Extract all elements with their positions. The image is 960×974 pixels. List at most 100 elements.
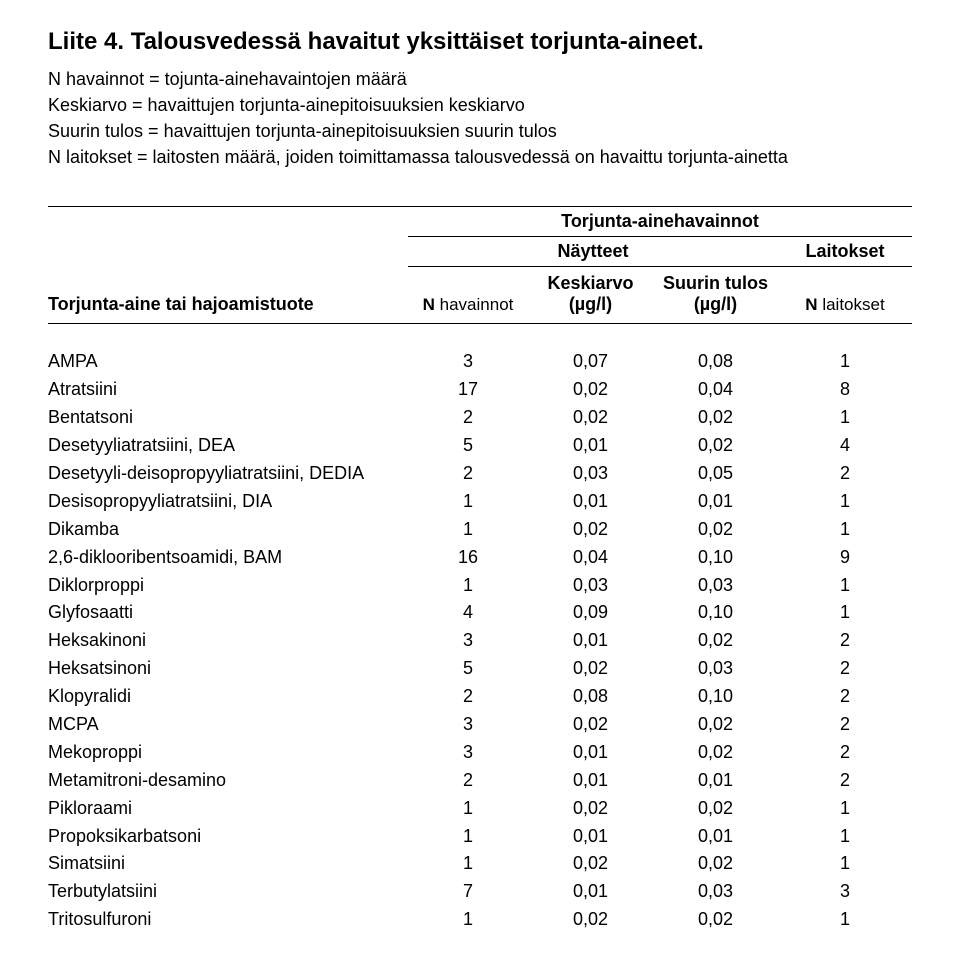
cell-n-facilities: 8 — [778, 376, 912, 404]
header-samples-group: Näytteet N havainnot Keskiarvo (µg/l) Su… — [408, 237, 778, 323]
cell-average: 0,07 — [528, 348, 653, 376]
header-col-average: Keskiarvo (µg/l) — [528, 267, 653, 323]
page-title: Liite 4. Talousvedessä havaitut yksittäi… — [48, 28, 912, 56]
cell-max: 0,05 — [653, 460, 778, 488]
cell-max: 0,03 — [653, 878, 778, 906]
cell-n-facilities: 2 — [778, 711, 912, 739]
cell-max: 0,02 — [653, 906, 778, 934]
cell-average: 0,04 — [528, 544, 653, 572]
cell-max: 0,02 — [653, 404, 778, 432]
cell-n-observations: 5 — [408, 655, 528, 683]
cell-n-observations: 3 — [408, 627, 528, 655]
cell-n-facilities: 2 — [778, 739, 912, 767]
cell-n-facilities: 2 — [778, 767, 912, 795]
header-product-col: Torjunta-aine tai hajoamistuote — [48, 288, 408, 323]
cell-name: Glyfosaatti — [48, 599, 408, 627]
header-facilities-label: Laitokset — [778, 237, 912, 267]
definition-line: N laitokset = laitosten määrä, joiden to… — [48, 144, 912, 170]
cell-name: Simatsiini — [48, 850, 408, 878]
table-row: 2,6-diklooribentsoamidi, BAM160,040,109 — [48, 544, 912, 572]
table-row: Glyfosaatti40,090,101 — [48, 599, 912, 627]
cell-name: Bentatsoni — [48, 404, 408, 432]
header-nfac-prefix: N — [805, 295, 817, 314]
cell-max: 0,02 — [653, 850, 778, 878]
table-row: Klopyralidi20,080,102 — [48, 683, 912, 711]
table-row: Tritosulfuroni10,020,021 — [48, 906, 912, 934]
cell-name: Dikamba — [48, 516, 408, 544]
header-avg-unit: (µg/l) — [532, 294, 649, 315]
cell-max: 0,02 — [653, 795, 778, 823]
table-row: Desetyyli-deisopropyyliatratsiini, DEDIA… — [48, 460, 912, 488]
cell-average: 0,01 — [528, 878, 653, 906]
cell-average: 0,02 — [528, 376, 653, 404]
cell-average: 0,09 — [528, 599, 653, 627]
cell-name: Metamitroni-desamino — [48, 767, 408, 795]
header-n-suffix: havainnot — [440, 295, 514, 314]
cell-name: AMPA — [48, 348, 408, 376]
header-max-unit: (µg/l) — [657, 294, 774, 315]
table-row: Diklorproppi10,030,031 — [48, 572, 912, 600]
table-body: AMPA30,070,081Atratsiini170,020,048Benta… — [48, 348, 912, 934]
header-col-n-facilities: N laitokset — [778, 267, 912, 323]
cell-average: 0,02 — [528, 516, 653, 544]
definitions-block: N havainnot = tojunta-ainehavaintojen mä… — [48, 66, 912, 170]
table-row: Dikamba10,020,021 — [48, 516, 912, 544]
cell-n-observations: 1 — [408, 488, 528, 516]
definition-line: Suurin tulos = havaittujen torjunta-aine… — [48, 118, 912, 144]
cell-name: Tritosulfuroni — [48, 906, 408, 934]
cell-average: 0,03 — [528, 572, 653, 600]
header-col-max: Suurin tulos (µg/l) — [653, 267, 778, 323]
header-col-n-observations: N havainnot — [408, 267, 528, 323]
cell-name: Terbutylatsiini — [48, 878, 408, 906]
cell-max: 0,10 — [653, 544, 778, 572]
cell-n-observations: 1 — [408, 850, 528, 878]
cell-max: 0,02 — [653, 627, 778, 655]
cell-max: 0,04 — [653, 376, 778, 404]
header-nfac-suffix: laitokset — [822, 295, 884, 314]
cell-n-observations: 3 — [408, 711, 528, 739]
cell-n-facilities: 1 — [778, 795, 912, 823]
cell-name: Heksatsinoni — [48, 655, 408, 683]
cell-average: 0,01 — [528, 767, 653, 795]
cell-n-observations: 2 — [408, 683, 528, 711]
cell-n-observations: 1 — [408, 906, 528, 934]
table-row: Heksakinoni30,010,022 — [48, 627, 912, 655]
cell-n-observations: 16 — [408, 544, 528, 572]
cell-n-observations: 2 — [408, 767, 528, 795]
cell-name: Heksakinoni — [48, 627, 408, 655]
cell-n-facilities: 2 — [778, 460, 912, 488]
cell-n-observations: 3 — [408, 348, 528, 376]
table-row: Desisopropyyliatratsiini, DIA10,010,011 — [48, 488, 912, 516]
cell-max: 0,01 — [653, 767, 778, 795]
table-row: Atratsiini170,020,048 — [48, 376, 912, 404]
cell-average: 0,02 — [528, 655, 653, 683]
cell-n-observations: 4 — [408, 599, 528, 627]
cell-n-observations: 1 — [408, 795, 528, 823]
cell-name: Desetyyli-deisopropyyliatratsiini, DEDIA — [48, 460, 408, 488]
cell-max: 0,02 — [653, 711, 778, 739]
header-max-label: Suurin tulos — [657, 273, 774, 294]
cell-n-facilities: 3 — [778, 878, 912, 906]
cell-n-facilities: 2 — [778, 655, 912, 683]
table-row: MCPA30,020,022 — [48, 711, 912, 739]
cell-n-observations: 7 — [408, 878, 528, 906]
cell-name: Desetyyliatratsiini, DEA — [48, 432, 408, 460]
cell-max: 0,03 — [653, 655, 778, 683]
cell-n-observations: 3 — [408, 739, 528, 767]
table-row: Heksatsinoni50,020,032 — [48, 655, 912, 683]
cell-n-observations: 2 — [408, 460, 528, 488]
cell-average: 0,03 — [528, 460, 653, 488]
cell-n-facilities: 9 — [778, 544, 912, 572]
cell-max: 0,10 — [653, 683, 778, 711]
cell-name: Atratsiini — [48, 376, 408, 404]
cell-average: 0,02 — [528, 711, 653, 739]
cell-n-facilities: 1 — [778, 516, 912, 544]
table-row: Terbutylatsiini70,010,033 — [48, 878, 912, 906]
table-row: Metamitroni-desamino20,010,012 — [48, 767, 912, 795]
header-observations-group: Torjunta-ainehavainnot — [408, 207, 912, 237]
table-row: Bentatsoni20,020,021 — [48, 404, 912, 432]
table-row: Desetyyliatratsiini, DEA50,010,024 — [48, 432, 912, 460]
cell-max: 0,02 — [653, 739, 778, 767]
cell-n-facilities: 1 — [778, 404, 912, 432]
cell-max: 0,01 — [653, 488, 778, 516]
